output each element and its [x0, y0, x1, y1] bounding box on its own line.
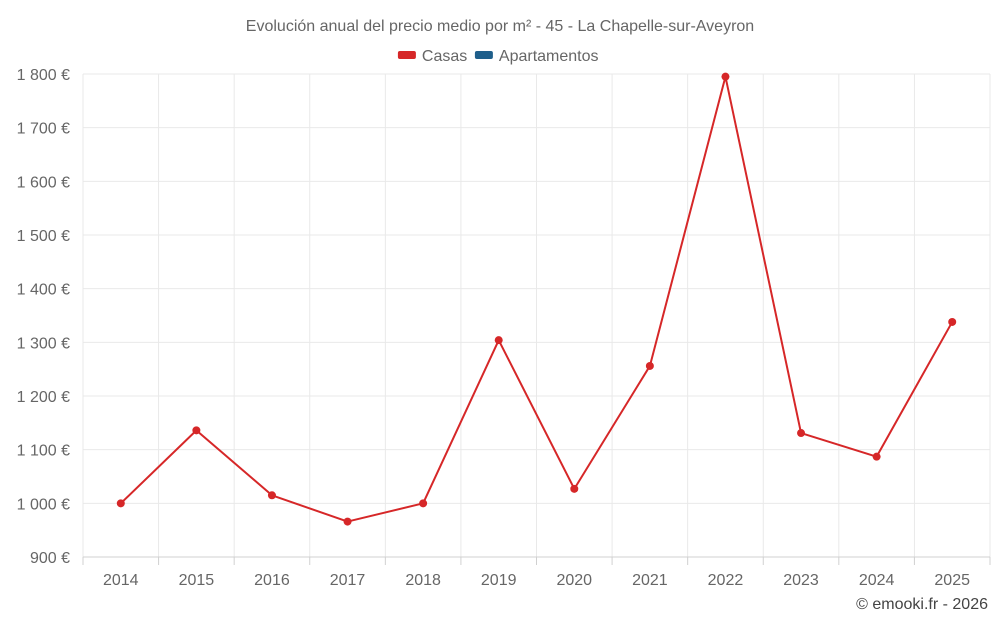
data-point	[267, 491, 276, 500]
y-tick-label: 900 €	[30, 550, 70, 567]
x-tick-label: 2016	[254, 572, 290, 589]
legend-swatch-apartamentos	[474, 51, 493, 59]
x-tick-label: 2014	[103, 572, 139, 589]
data-point	[419, 499, 428, 508]
x-tick-label: 2021	[632, 572, 668, 589]
series	[116, 72, 957, 526]
x-tick-label: 2024	[859, 572, 895, 589]
legend-label-casas: Casas	[422, 48, 467, 65]
data-point	[645, 361, 654, 370]
data-point	[721, 72, 730, 81]
data-point	[116, 499, 125, 508]
x-tick-label: 2020	[556, 572, 592, 589]
x-tick-label: 2022	[708, 572, 744, 589]
data-point	[192, 426, 201, 435]
y-tick-label: 1 000 €	[17, 496, 70, 513]
series-line-casas	[120, 75, 954, 523]
y-tick-label: 1 400 €	[17, 282, 70, 299]
y-tick-label: 1 100 €	[17, 443, 70, 460]
grid	[82, 73, 991, 557]
y-tick-label: 1 300 €	[17, 335, 70, 352]
credit-label: © emooki.fr - 2026	[856, 596, 988, 613]
legend-swatch-casas	[397, 51, 416, 59]
y-tick-label: 1 600 €	[17, 174, 70, 191]
x-tick-label: 2025	[934, 572, 970, 589]
legend: Casas Apartamentos	[397, 48, 599, 65]
x-tick-label: 2015	[179, 572, 215, 589]
x-axis: 2014 2015 2016 2017 2018 2019 2020 2021 2022 2023…	[82, 556, 991, 589]
y-tick-label: 1 800 €	[17, 67, 70, 84]
y-tick-label: 1 200 €	[17, 389, 70, 406]
x-tick-label: 2018	[405, 572, 441, 589]
y-tick-label: 1 700 €	[17, 121, 70, 138]
y-axis: 900 € 1 000 € 1 100 € 1 200 € 1 300 € 1 400 €…	[17, 67, 70, 567]
x-tick-label: 2017	[330, 572, 366, 589]
data-point	[570, 484, 579, 493]
x-tick-label: 2019	[481, 572, 517, 589]
data-point	[948, 317, 957, 326]
chart-title: Evolución anual del precio medio por m² …	[246, 18, 754, 35]
data-point	[343, 517, 352, 526]
data-point	[872, 452, 881, 461]
data-point	[494, 336, 503, 345]
y-tick-label: 1 500 €	[17, 228, 70, 245]
legend-label-apartamentos: Apartamentos	[499, 48, 599, 65]
data-point	[797, 429, 806, 438]
x-tick-label: 2023	[783, 572, 819, 589]
